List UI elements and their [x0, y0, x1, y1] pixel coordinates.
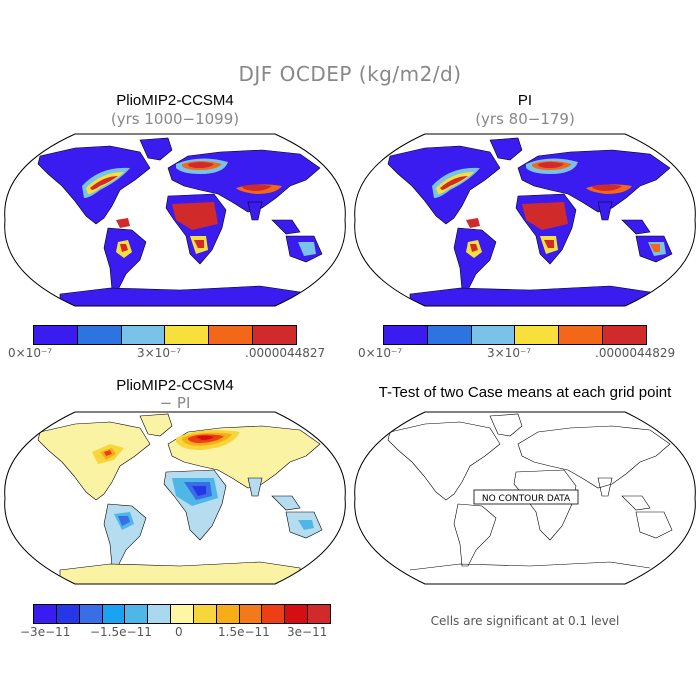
cb1-swatch	[34, 326, 77, 344]
map-ttest: NO CONTOUR DATA	[354, 411, 696, 585]
cb3-swatch	[124, 605, 148, 623]
cb1-label-max: .0000044827	[245, 346, 326, 360]
map-difference	[4, 411, 346, 585]
cb2-swatch	[470, 326, 515, 344]
cb2-label-mid: 3×10⁻⁷	[487, 346, 532, 360]
land-india	[597, 477, 613, 497]
cb3-swatch	[192, 605, 216, 623]
panel1-title: PlioMIP2-CCSM4	[116, 92, 234, 109]
cb1-swatch	[208, 326, 253, 344]
cb2-swatch	[558, 326, 603, 344]
cb2-swatch	[514, 326, 559, 344]
cb2-label-max: .0000044829	[595, 346, 676, 360]
land-africa	[513, 469, 577, 541]
land-antarctica	[409, 285, 651, 306]
cb3-swatch	[147, 605, 171, 623]
cb3-swatch	[215, 605, 239, 623]
panel2-subtitle: (yrs 80−179)	[475, 110, 575, 128]
ttest-footnote: Cells are significant at 0.1 level	[430, 614, 620, 628]
cb3-swatch	[238, 605, 262, 623]
panel3-title: PlioMIP2-CCSM4	[116, 377, 234, 394]
map-pi	[354, 133, 696, 307]
cb1-swatch	[252, 326, 296, 344]
cb3-swatch	[78, 605, 102, 623]
panel4-title: T-Test of two Case means at each grid po…	[378, 384, 672, 401]
cb2-swatch	[384, 326, 427, 344]
land-north-america	[37, 421, 151, 501]
figure-title: DJF OCDEP (kg/m2/d)	[238, 62, 462, 86]
cb2-swatch	[602, 326, 646, 344]
land-south-america	[103, 227, 147, 291]
no-contour-label: NO CONTOUR DATA	[482, 494, 571, 504]
cb2-label-min: 0×10⁻⁷	[358, 346, 403, 360]
cb3-swatch	[101, 605, 125, 623]
cb1-label-min: 0×10⁻⁷	[8, 346, 53, 360]
cb3-label-4: 1.5e−11	[218, 625, 270, 639]
map-pliomip2	[4, 133, 346, 307]
land-eurasia	[517, 425, 671, 489]
colorbar-3	[33, 604, 331, 624]
land-india	[247, 201, 263, 221]
land-greenland	[139, 413, 173, 437]
land-greenland	[139, 137, 173, 161]
colorbar-2	[383, 325, 647, 345]
cb1-swatch	[76, 326, 121, 344]
panel1-subtitle: (yrs 1000−1099)	[110, 110, 240, 128]
land-antarctica	[59, 561, 301, 584]
cb3-swatch	[261, 605, 285, 623]
land-south-america	[103, 503, 147, 567]
land-india	[597, 201, 613, 221]
panel3-subtitle: − PI	[159, 394, 191, 412]
land-south-america	[453, 227, 497, 291]
cb3-swatch	[170, 605, 193, 623]
cb3-swatch	[284, 605, 308, 623]
cb2-swatch	[426, 326, 471, 344]
cb3-swatch	[34, 605, 56, 623]
land-antarctica	[59, 285, 301, 306]
land-south-america	[453, 503, 497, 567]
cb3-swatch	[55, 605, 79, 623]
cb3-label-5: 3e−11	[287, 625, 328, 639]
cb3-label-1: −3e−11	[20, 625, 71, 639]
colorbar-1	[33, 325, 297, 345]
panel2-title: PI	[517, 92, 533, 109]
cb1-swatch	[164, 326, 209, 344]
land-greenland	[489, 137, 523, 161]
land-north-america	[387, 421, 501, 501]
land-greenland	[489, 413, 523, 437]
cb1-swatch	[120, 326, 165, 344]
cb3-swatch	[307, 605, 330, 623]
land-antarctica	[409, 561, 651, 571]
cb3-label-2: −1.5e−11	[90, 625, 152, 639]
land-australia	[635, 511, 673, 539]
na-band-red	[90, 176, 118, 190]
land-india	[247, 477, 263, 497]
cb1-label-mid: 3×10⁻⁷	[137, 346, 182, 360]
cb3-label-3: 0	[175, 625, 183, 639]
